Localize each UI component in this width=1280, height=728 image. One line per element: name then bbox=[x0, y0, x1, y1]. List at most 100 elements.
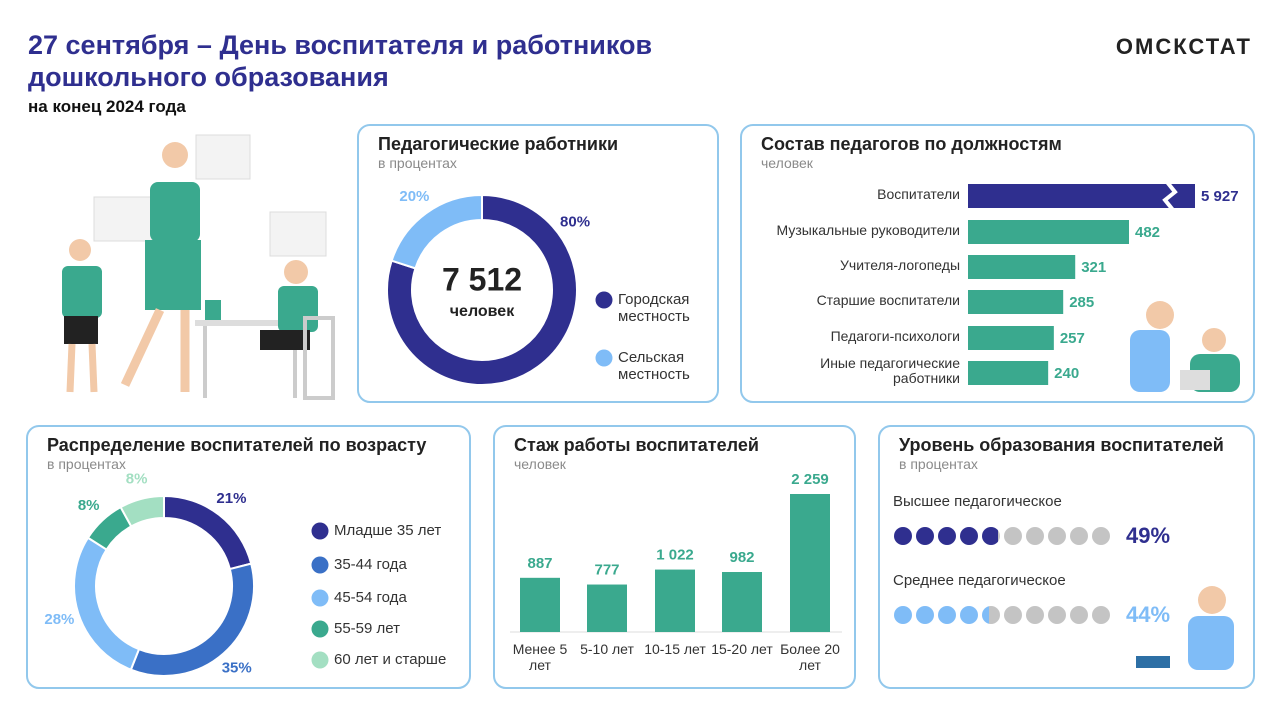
value-label: 887 bbox=[527, 555, 552, 572]
legend-marker bbox=[595, 291, 613, 309]
panel bbox=[357, 124, 719, 403]
bar bbox=[655, 569, 695, 632]
center-value: 7 512 bbox=[442, 261, 522, 297]
value-label: 257 bbox=[1060, 330, 1085, 347]
axis-break bbox=[1162, 180, 1178, 212]
value-label: 5 927 bbox=[1201, 188, 1239, 205]
dot bbox=[1026, 527, 1044, 545]
legend-label: 35-44 года bbox=[334, 556, 407, 573]
panel-title: Состав педагогов по должностям bbox=[761, 134, 1062, 154]
panel-subtitle: человек bbox=[761, 155, 813, 171]
category-label: Высшее педагогическое bbox=[893, 493, 1062, 510]
value-label: 285 bbox=[1069, 294, 1094, 311]
panel-title: Стаж работы воспитателей bbox=[514, 435, 759, 455]
dot bbox=[982, 527, 1000, 545]
panel-subtitle: в процентах bbox=[378, 155, 457, 171]
value-label: 21% bbox=[216, 490, 246, 507]
bar bbox=[968, 184, 1195, 208]
dot bbox=[1092, 606, 1110, 624]
value-label: 240 bbox=[1054, 365, 1079, 382]
illustration-left bbox=[62, 134, 335, 400]
category-label: Старшие воспитатели bbox=[816, 292, 960, 308]
panel-title: Педагогические работники bbox=[378, 134, 619, 154]
category-label: 15-20 лет bbox=[711, 641, 773, 657]
panel-subtitle: в процентах bbox=[47, 456, 126, 472]
bar bbox=[968, 326, 1054, 350]
donut-segment bbox=[119, 494, 165, 528]
legend-marker bbox=[311, 556, 329, 574]
category-label: Воспитатели bbox=[877, 186, 960, 202]
legend-label: Младше 35 лет bbox=[334, 522, 442, 539]
illustration-student bbox=[1136, 586, 1234, 670]
category-label: 5-10 лет bbox=[580, 641, 634, 657]
panel-subtitle: человек bbox=[514, 456, 566, 472]
panel-title: Распределение воспитателей по возрасту bbox=[47, 435, 427, 455]
bar bbox=[968, 255, 1076, 279]
legend-marker bbox=[311, 589, 329, 607]
legend-marker bbox=[311, 620, 329, 638]
dot bbox=[1070, 606, 1088, 624]
dot bbox=[1048, 606, 1066, 624]
value-label: 8% bbox=[126, 470, 148, 487]
dot bbox=[1004, 606, 1022, 624]
dot bbox=[916, 527, 934, 545]
bar bbox=[722, 572, 762, 632]
value-label: 35% bbox=[222, 659, 252, 676]
dot bbox=[982, 606, 1000, 624]
category-label: Среднее педагогическое bbox=[893, 572, 1066, 589]
legend-marker bbox=[595, 349, 613, 367]
value-label: 44% bbox=[1126, 602, 1170, 627]
bar bbox=[968, 361, 1049, 385]
value-label: 8% bbox=[78, 497, 100, 514]
dot bbox=[1048, 527, 1066, 545]
illustration-staff bbox=[1130, 301, 1240, 392]
dot bbox=[960, 527, 978, 545]
dot bbox=[894, 527, 912, 545]
page-subtitle: на конец 2024 года bbox=[28, 97, 186, 116]
legend-label: 45-54 года bbox=[334, 589, 407, 606]
bar bbox=[520, 577, 560, 632]
category-label: Педагоги-психологи bbox=[830, 328, 960, 344]
legend-marker bbox=[311, 522, 329, 540]
dot bbox=[960, 606, 978, 624]
value-label: 777 bbox=[594, 562, 619, 579]
category-label: Менее 5 лет bbox=[512, 641, 568, 674]
center-unit: человек bbox=[450, 303, 515, 320]
category-label: Более 20 лет bbox=[780, 641, 840, 674]
dot bbox=[1070, 527, 1088, 545]
legend-marker bbox=[311, 651, 329, 669]
bar bbox=[790, 494, 830, 632]
donut-segment bbox=[386, 193, 578, 386]
dot bbox=[1026, 606, 1044, 624]
dot bbox=[938, 606, 956, 624]
value-label: 20% bbox=[399, 188, 429, 205]
dot bbox=[916, 606, 934, 624]
category-label: Иные педагогические работники bbox=[820, 355, 960, 387]
dot bbox=[938, 527, 956, 545]
value-label: 321 bbox=[1081, 259, 1106, 276]
legend-label: 55-59 лет bbox=[334, 620, 400, 637]
panel-subtitle: в процентах bbox=[899, 456, 978, 472]
value-label: 482 bbox=[1135, 224, 1160, 241]
value-label: 80% bbox=[560, 213, 590, 230]
panel bbox=[493, 425, 856, 689]
value-label: 1 022 bbox=[656, 547, 694, 564]
bar bbox=[968, 220, 1129, 244]
category-label: Музыкальные руководители bbox=[776, 222, 960, 238]
dot bbox=[894, 606, 912, 624]
category-label: 10-15 лет bbox=[644, 641, 706, 657]
brand: ОМСКСТАТ bbox=[1115, 34, 1252, 59]
bar bbox=[968, 290, 1064, 314]
value-label: 28% bbox=[44, 611, 74, 628]
value-label: 49% bbox=[1126, 523, 1170, 548]
legend-label: 60 лет и старше bbox=[334, 651, 447, 668]
value-label: 982 bbox=[729, 549, 754, 566]
value-label: 2 259 bbox=[791, 471, 829, 488]
category-label: Учителя-логопеды bbox=[840, 257, 960, 273]
dot bbox=[1004, 527, 1022, 545]
donut-segment bbox=[390, 193, 483, 270]
bar bbox=[587, 584, 627, 632]
page-title: 27 сентября – День воспитателя и работни… bbox=[28, 30, 653, 92]
dot bbox=[1092, 527, 1110, 545]
